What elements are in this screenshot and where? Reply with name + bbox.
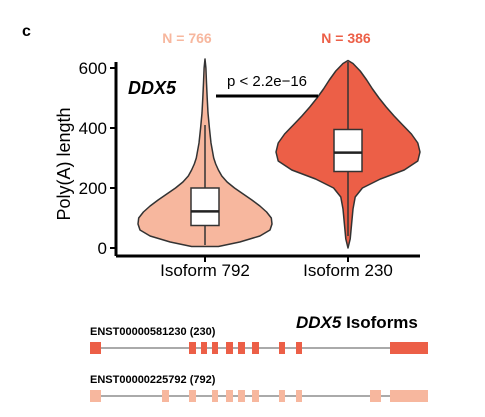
isoform-structures: DDX5 Isoforms ENST00000581230 (230) ENST… <box>90 313 428 402</box>
exon-block <box>212 390 218 402</box>
exon-block <box>390 390 428 402</box>
exon-block <box>252 390 259 402</box>
exon-block <box>189 342 196 354</box>
exon-block <box>390 342 428 354</box>
exon-block <box>238 342 245 354</box>
x-tick-label: Isoform 792 <box>160 261 250 280</box>
count-label-isoform-230: N = 386 <box>321 30 371 46</box>
y-axis-label: Poly(A) length <box>54 107 74 220</box>
exon-block <box>90 342 101 354</box>
violin-plot: 0 200 400 600 Isoform 792 Isoform 230 Poly(A… <box>54 30 421 280</box>
exon-block <box>212 342 218 354</box>
exon-block <box>296 390 302 402</box>
exons-isoform-230 <box>90 342 428 354</box>
exon-block <box>279 390 285 402</box>
violins <box>137 58 421 249</box>
exon-block <box>296 342 302 354</box>
exon-block <box>370 390 381 402</box>
exon-block <box>226 390 233 402</box>
exon-block <box>252 342 259 354</box>
box-iqr <box>333 128 363 173</box>
isoforms-title: DDX5 Isoforms <box>296 313 418 332</box>
track-label-230: ENST00000581230 (230) <box>90 326 216 338</box>
panel-label: c <box>22 23 31 40</box>
box-iqr <box>190 187 220 227</box>
exon-block <box>201 342 207 354</box>
y-tick-label: 400 <box>79 119 107 138</box>
comparison-p-value: p < 2.2e−16 <box>227 73 307 90</box>
isoforms-title-rest: Isoforms <box>341 313 418 332</box>
exon-block <box>238 390 245 402</box>
track-label-792: ENST00000225792 (792) <box>90 374 216 386</box>
exons-isoform-792 <box>90 390 428 402</box>
x-ticks: Isoform 792 Isoform 230 <box>160 256 393 280</box>
y-tick-label: 200 <box>79 179 107 198</box>
exon-block <box>189 390 196 402</box>
isoforms-title-gene: DDX5 <box>296 313 342 332</box>
gene-label: DDX5 <box>128 78 177 98</box>
y-ticks: 0 200 400 600 <box>79 59 116 258</box>
y-tick-label: 0 <box>98 239 107 258</box>
exon-block <box>90 390 101 402</box>
exon-block <box>279 342 285 354</box>
exon-block <box>226 342 233 354</box>
x-tick-label: Isoform 230 <box>303 261 393 280</box>
count-label-isoform-792: N = 766 <box>162 30 212 46</box>
exon-block <box>162 390 169 402</box>
y-tick-label: 600 <box>79 59 107 78</box>
